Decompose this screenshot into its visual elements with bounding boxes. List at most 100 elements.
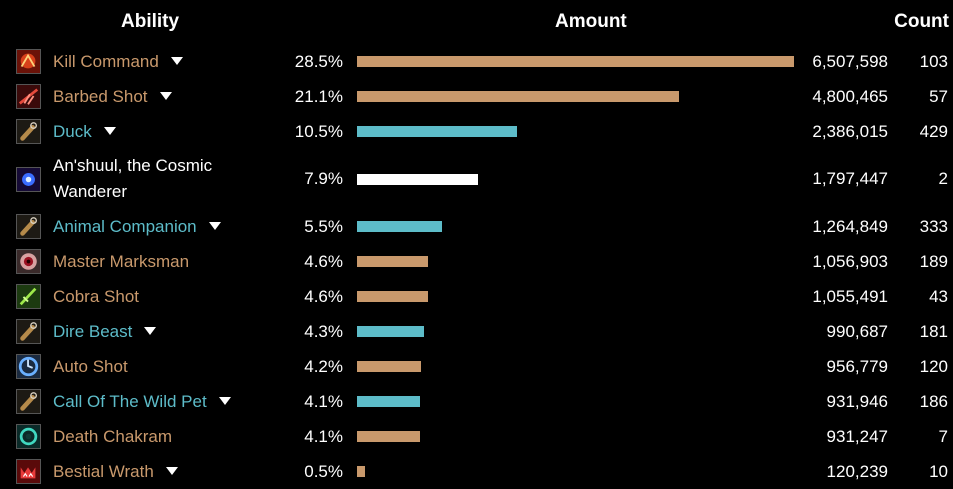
amount-value: 931,946	[826, 391, 888, 411]
ability-name-label: Bestial Wrath	[53, 461, 154, 481]
ability-name[interactable]: An'shuul, the Cosmic Wanderer	[53, 153, 243, 205]
expand-caret-icon[interactable]	[103, 127, 116, 136]
whistle-icon	[16, 119, 41, 144]
ability-name[interactable]: Cobra Shot	[53, 284, 139, 310]
expand-caret-icon[interactable]	[165, 467, 178, 476]
table-row[interactable]: Duck 10.5% 2,386,015 429	[0, 114, 953, 149]
count-value: 57	[929, 86, 948, 106]
percent-value: 10.5%	[294, 121, 343, 141]
amount-value: 1,055,491	[812, 286, 888, 306]
ability-name-label: An'shuul, the Cosmic Wanderer	[53, 156, 213, 201]
amount-value: 4,800,465	[812, 86, 888, 106]
ability-name[interactable]: Bestial Wrath	[53, 459, 178, 485]
ability-name-label: Duck	[53, 121, 92, 141]
percent-value: 5.5%	[304, 216, 343, 236]
whistle-icon	[16, 214, 41, 239]
count-value: 189	[919, 251, 948, 271]
amount-bar	[357, 466, 365, 477]
auto-shot-icon	[16, 354, 41, 379]
cosmic-orb-icon	[16, 166, 41, 192]
count-value: 181	[919, 321, 948, 341]
table-row[interactable]: Kill Command 28.5% 6,507,598 103	[0, 44, 953, 79]
table-row[interactable]: Cobra Shot 4.6% 1,055,491 43	[0, 279, 953, 314]
percent-value: 4.6%	[304, 286, 343, 306]
whistle-icon	[16, 319, 41, 344]
amount-bar	[357, 173, 478, 185]
death-chakram-icon	[16, 424, 41, 449]
table-row[interactable]: Master Marksman 4.6% 1,056,903 189	[0, 244, 953, 279]
percent-value: 21.1%	[294, 86, 343, 106]
table-header: Ability Amount Count	[0, 0, 953, 44]
percent-value: 4.6%	[304, 251, 343, 271]
table-row[interactable]: Death Chakram 4.1% 931,247 7	[0, 419, 953, 454]
expand-caret-icon[interactable]	[208, 222, 221, 231]
ability-name[interactable]: Animal Companion	[53, 214, 221, 240]
ability-column-header[interactable]: Ability	[121, 11, 180, 32]
whistle-icon	[16, 389, 41, 414]
count-value: 103	[919, 51, 948, 71]
amount-bar	[357, 91, 679, 102]
amount-bar	[357, 56, 794, 67]
amount-bar	[357, 361, 421, 372]
ability-name[interactable]: Call Of The Wild Pet	[53, 389, 231, 415]
table-row[interactable]: An'shuul, the Cosmic Wanderer 7.9% 1,797,4…	[0, 149, 953, 209]
amount-bar	[357, 221, 442, 232]
count-value: 43	[929, 286, 948, 306]
eye-target-icon	[16, 249, 41, 274]
ability-name[interactable]: Master Marksman	[53, 249, 189, 275]
ability-name[interactable]: Dire Beast	[53, 319, 157, 345]
amount-value: 2,386,015	[812, 121, 888, 141]
amount-bar	[357, 396, 420, 407]
ability-name-label: Call Of The Wild Pet	[53, 391, 207, 411]
ability-name-label: Animal Companion	[53, 216, 197, 236]
expand-caret-icon[interactable]	[170, 57, 183, 66]
ability-name-label: Death Chakram	[53, 426, 173, 446]
ability-name-label: Barbed Shot	[53, 86, 148, 106]
amount-value: 120,239	[826, 461, 888, 481]
count-value: 333	[919, 216, 948, 236]
expand-caret-icon[interactable]	[144, 327, 157, 336]
ability-name-label: Cobra Shot	[53, 286, 139, 306]
count-value: 120	[919, 356, 948, 376]
ability-name[interactable]: Auto Shot	[53, 354, 128, 380]
amount-bar	[357, 291, 428, 302]
table-row[interactable]: Barbed Shot 21.1% 4,800,465 57	[0, 79, 953, 114]
percent-value: 4.2%	[304, 356, 343, 376]
amount-value: 6,507,598	[812, 51, 888, 71]
amount-bar	[357, 256, 428, 267]
amount-value: 931,247	[826, 426, 888, 446]
count-value: 10	[929, 461, 948, 481]
table-row[interactable]: Auto Shot 4.2% 956,779 120	[0, 349, 953, 384]
amount-bar	[357, 431, 420, 442]
table-row[interactable]: Dire Beast 4.3% 990,687 181	[0, 314, 953, 349]
amount-value: 990,687	[826, 321, 888, 341]
percent-value: 4.3%	[304, 321, 343, 341]
ability-name[interactable]: Duck	[53, 119, 116, 145]
ability-name[interactable]: Kill Command	[53, 49, 183, 75]
table-row[interactable]: Call Of The Wild Pet 4.1% 931,946 186	[0, 384, 953, 419]
count-value: 7	[938, 426, 948, 446]
ability-name-label: Dire Beast	[53, 321, 133, 341]
amount-bar	[357, 326, 424, 337]
count-value: 2	[938, 169, 948, 188]
barbed-shot-icon	[16, 84, 41, 109]
ability-name-label: Auto Shot	[53, 356, 128, 376]
amount-value: 1,056,903	[812, 251, 888, 271]
amount-value: 956,779	[826, 356, 888, 376]
count-column-header[interactable]: Count	[894, 11, 949, 32]
ability-name[interactable]: Death Chakram	[53, 424, 172, 450]
cobra-shot-icon	[16, 284, 41, 309]
bestial-wrath-icon	[16, 459, 41, 484]
kill-command-icon	[16, 49, 41, 74]
percent-value: 0.5%	[304, 461, 343, 481]
expand-caret-icon[interactable]	[218, 397, 231, 406]
amount-column-header[interactable]: Amount	[555, 11, 627, 32]
ability-name-label: Kill Command	[53, 51, 159, 71]
percent-value: 4.1%	[304, 426, 343, 446]
table-row[interactable]: Bestial Wrath 0.5% 120,239 10	[0, 454, 953, 489]
expand-caret-icon[interactable]	[159, 92, 172, 101]
amount-bar	[357, 126, 517, 137]
table-row[interactable]: Animal Companion 5.5% 1,264,849 333	[0, 209, 953, 244]
ability-name[interactable]: Barbed Shot	[53, 84, 172, 110]
amount-value: 1,264,849	[812, 216, 888, 236]
